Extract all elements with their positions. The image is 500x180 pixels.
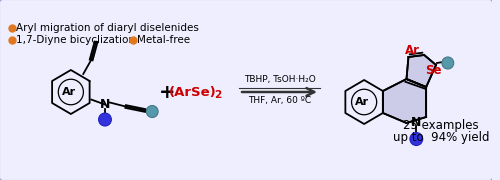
Text: Aryl migration of diaryl diselenides: Aryl migration of diaryl diselenides — [16, 23, 198, 33]
Text: +: + — [159, 82, 176, 102]
Text: N: N — [100, 98, 110, 111]
Polygon shape — [383, 79, 426, 123]
Text: TBHP, TsOH·H₂O: TBHP, TsOH·H₂O — [244, 75, 316, 84]
Text: 25 examples: 25 examples — [403, 118, 478, 132]
Text: THF, Ar, 60 ºC: THF, Ar, 60 ºC — [248, 96, 311, 105]
Text: Se: Se — [425, 64, 442, 76]
Text: (ArSe): (ArSe) — [169, 86, 217, 98]
Text: Ar: Ar — [62, 87, 76, 97]
Circle shape — [410, 132, 422, 145]
Text: up to  94% yield: up to 94% yield — [392, 130, 489, 143]
Text: Metal-free: Metal-free — [137, 35, 190, 45]
Text: Ar: Ar — [405, 44, 420, 57]
Circle shape — [98, 113, 112, 126]
Polygon shape — [406, 55, 436, 87]
Text: 1,7-Diyne bicyclization: 1,7-Diyne bicyclization — [16, 35, 134, 45]
Circle shape — [146, 105, 158, 118]
Text: N: N — [411, 116, 422, 129]
Text: Ar: Ar — [355, 97, 369, 107]
Circle shape — [442, 57, 454, 69]
Text: 2: 2 — [214, 90, 221, 100]
